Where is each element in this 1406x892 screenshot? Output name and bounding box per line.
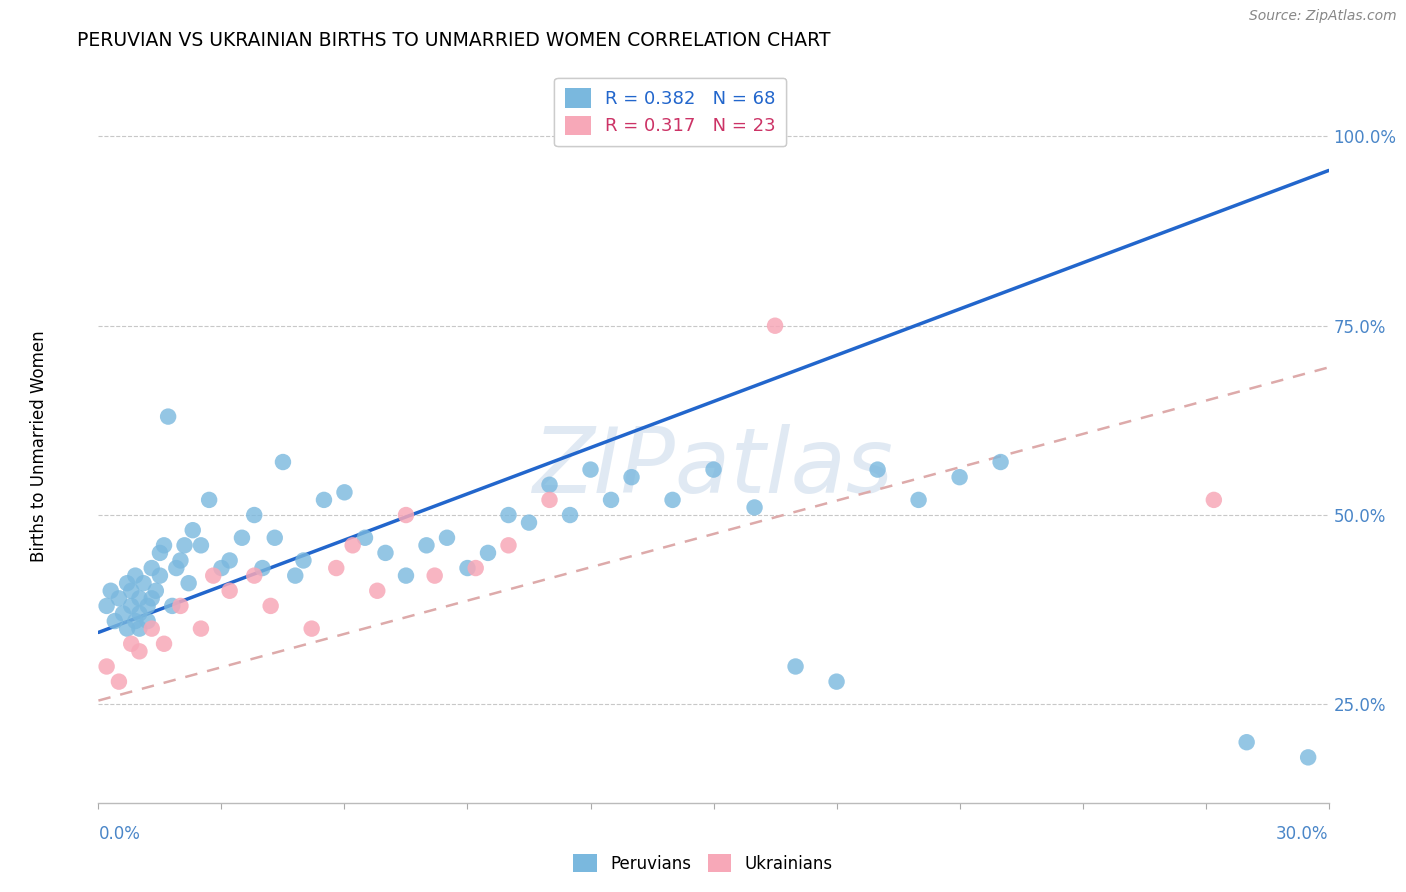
Point [243, 568, 266, 582]
Point [620, 470, 643, 484]
Point [325, 561, 347, 575]
Point [169, 599, 191, 613]
Point [284, 568, 307, 582]
Point [907, 492, 929, 507]
Point [415, 538, 437, 552]
Point [292, 553, 315, 567]
Point [517, 516, 540, 530]
Point [457, 561, 479, 575]
Point [423, 568, 446, 582]
Text: PERUVIAN VS UKRAINIAN BIRTHS TO UNMARRIED WOMEN CORRELATION CHART: PERUVIAN VS UKRAINIAN BIRTHS TO UNMARRIE… [77, 31, 831, 50]
Point [498, 508, 520, 522]
Text: 0.0%: 0.0% [98, 825, 141, 843]
Point [128, 607, 150, 621]
Point [464, 561, 486, 575]
Point [366, 583, 388, 598]
Point [149, 546, 172, 560]
Point [558, 508, 581, 522]
Point [579, 462, 602, 476]
Point [141, 561, 163, 575]
Legend: Peruvians, Ukrainians: Peruvians, Ukrainians [567, 847, 839, 880]
Point [395, 508, 418, 522]
Point [949, 470, 972, 484]
Point [312, 492, 335, 507]
Point [785, 659, 807, 673]
Text: 30.0%: 30.0% [1277, 825, 1329, 843]
Point [301, 622, 323, 636]
Point [136, 614, 159, 628]
Point [825, 674, 848, 689]
Text: Births to Unmarried Women: Births to Unmarried Women [31, 330, 48, 562]
Point [108, 674, 131, 689]
Point [260, 599, 283, 613]
Point [112, 607, 135, 621]
Point [100, 583, 122, 598]
Legend: R = 0.382   N = 68, R = 0.317   N = 23: R = 0.382 N = 68, R = 0.317 N = 23 [554, 78, 786, 146]
Point [120, 583, 142, 598]
Point [211, 561, 233, 575]
Point [141, 622, 163, 636]
Point [128, 644, 150, 658]
Point [436, 531, 458, 545]
Point [169, 553, 191, 567]
Point [157, 409, 180, 424]
Point [1236, 735, 1258, 749]
Point [108, 591, 131, 606]
Point [165, 561, 187, 575]
Point [374, 546, 396, 560]
Point [124, 568, 146, 582]
Point [136, 599, 159, 613]
Point [243, 508, 266, 522]
Point [744, 500, 766, 515]
Point [153, 637, 176, 651]
Point [141, 591, 163, 606]
Point [145, 583, 167, 598]
Point [333, 485, 356, 500]
Point [538, 477, 561, 491]
Point [96, 599, 118, 613]
Point [173, 538, 195, 552]
Point [538, 492, 561, 507]
Point [990, 455, 1012, 469]
Point [395, 568, 418, 582]
Text: ZIPatlas: ZIPatlas [533, 425, 894, 512]
Point [177, 576, 200, 591]
Point [181, 523, 204, 537]
Point [231, 531, 253, 545]
Point [153, 538, 176, 552]
Point [498, 538, 520, 552]
Point [661, 492, 683, 507]
Point [132, 576, 155, 591]
Point [149, 568, 172, 582]
Point [1202, 492, 1225, 507]
Point [190, 538, 212, 552]
Point [263, 531, 285, 545]
Point [271, 455, 294, 469]
Point [198, 492, 221, 507]
Point [218, 553, 240, 567]
Point [477, 546, 499, 560]
Point [104, 614, 127, 628]
Point [120, 599, 142, 613]
Point [218, 583, 240, 598]
Point [115, 576, 138, 591]
Point [354, 531, 377, 545]
Point [763, 318, 786, 333]
Point [1296, 750, 1319, 764]
Point [128, 591, 150, 606]
Point [128, 622, 150, 636]
Point [115, 622, 138, 636]
Point [162, 599, 183, 613]
Point [342, 538, 364, 552]
Point [703, 462, 725, 476]
Point [190, 622, 212, 636]
Point [252, 561, 274, 575]
Point [120, 637, 142, 651]
Point [124, 614, 146, 628]
Point [96, 659, 118, 673]
Point [866, 462, 889, 476]
Text: Source: ZipAtlas.com: Source: ZipAtlas.com [1249, 9, 1396, 23]
Point [202, 568, 225, 582]
Point [600, 492, 623, 507]
